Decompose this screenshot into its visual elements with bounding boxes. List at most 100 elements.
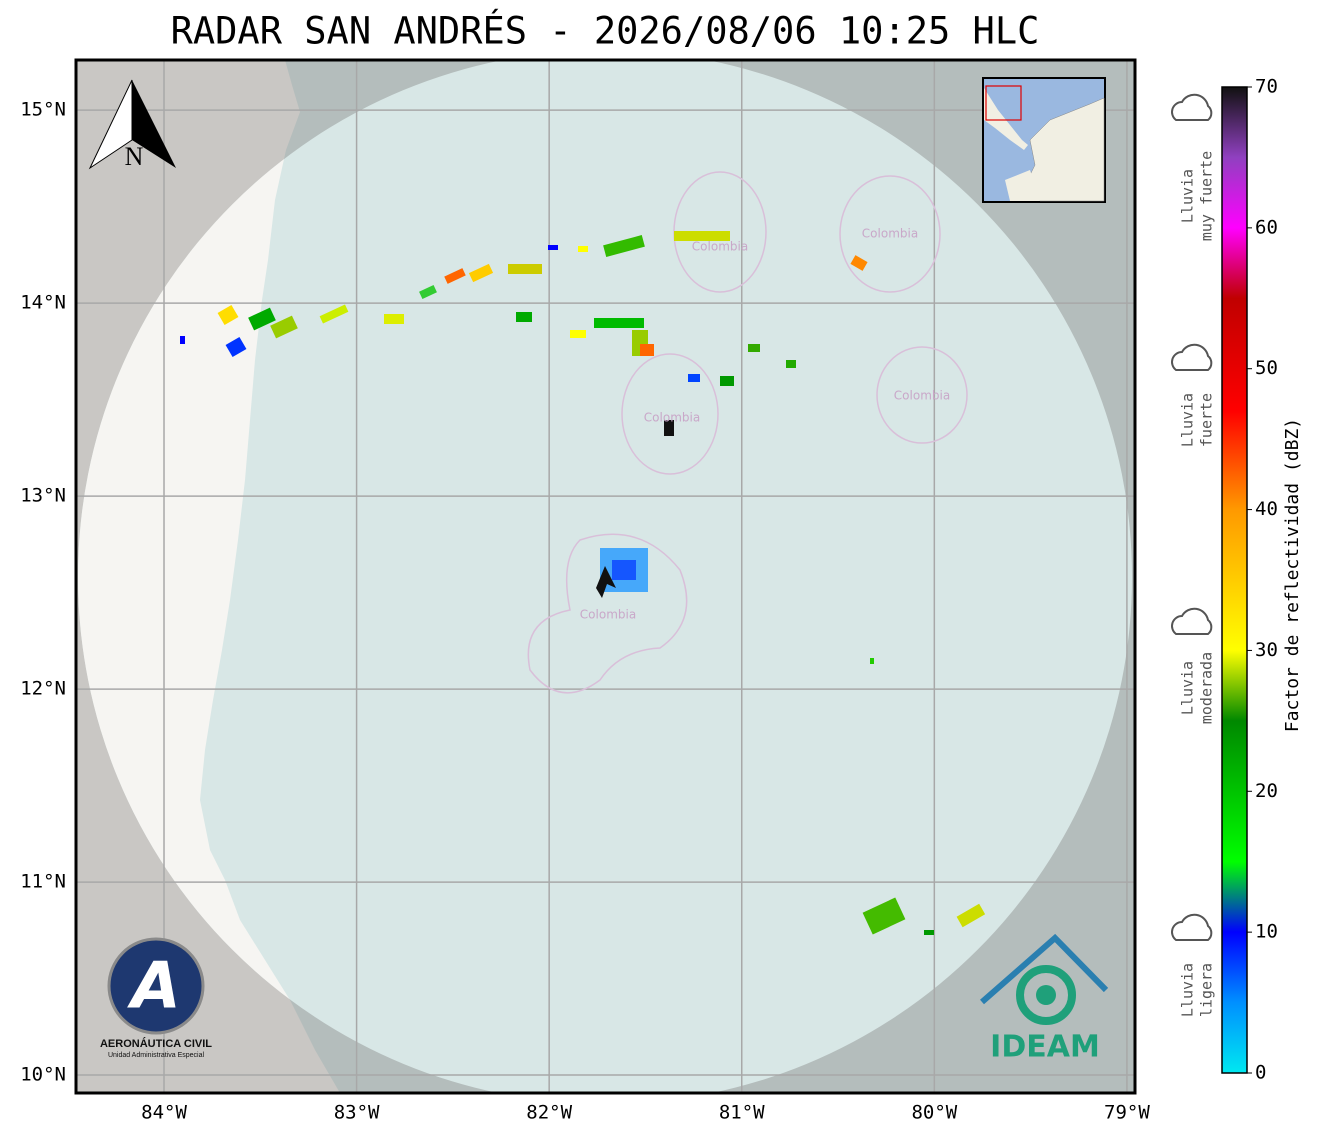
- radar-echo: [594, 318, 644, 328]
- rain-class: Lluvia ligera: [1171, 913, 1216, 1017]
- colorbar-tick-label: 10: [1255, 921, 1278, 943]
- radar-echo: [570, 330, 586, 338]
- radar-echo: [850, 255, 868, 271]
- radar-echo: [319, 304, 349, 324]
- radar-echo: [748, 344, 760, 352]
- colorbar-scale: [1221, 86, 1248, 1074]
- lon-tick-label: 80°W: [911, 1102, 957, 1124]
- boundary: [839, 175, 941, 293]
- logo-subtext: Unidad Administrativa Especial: [108, 1052, 205, 1059]
- inset-extent: [985, 85, 1022, 121]
- logo-letter: A: [126, 950, 181, 1024]
- radar-echo: [924, 930, 934, 935]
- logo-swirl: [1016, 965, 1076, 1025]
- rain-class: Lluvia fuerte: [1171, 343, 1216, 447]
- radar-echo: [516, 312, 532, 322]
- lat-tick-label: 14°N: [20, 292, 66, 314]
- lon-tick-label: 79°W: [1104, 1102, 1150, 1124]
- colorbar-tick-label: 50: [1255, 357, 1278, 379]
- north-label: N: [125, 142, 144, 171]
- rain-class: Lluvia muy fuerte: [1171, 93, 1216, 241]
- radar-echo: [468, 263, 494, 283]
- radar-echo: [217, 304, 239, 326]
- ideam-logo: IDEAM: [980, 933, 1109, 1065]
- radar-echo: [612, 560, 636, 580]
- rain-class-label: ligera: [1198, 963, 1216, 1017]
- rain-icon: [1171, 93, 1213, 121]
- lon-tick-label: 83°W: [334, 1102, 380, 1124]
- lat-tick-label: 12°N: [20, 678, 66, 700]
- lon-tick-label: 82°W: [526, 1102, 572, 1124]
- rain-class-label: Lluvia: [1179, 393, 1197, 447]
- region-label: Colombia: [644, 411, 700, 425]
- region-label: Colombia: [692, 240, 748, 254]
- colorbar-tick-label: 70: [1255, 76, 1278, 98]
- rain-class-label: fuerte: [1198, 393, 1216, 447]
- logo-eye: [1036, 985, 1056, 1005]
- radar-echo: [674, 231, 730, 241]
- radar-echo: [640, 344, 654, 356]
- lat-tick-label: 11°N: [20, 871, 66, 893]
- radar-echo: [664, 420, 674, 436]
- colorbar-tick-label: 60: [1255, 216, 1278, 238]
- rain-class-label: Lluvia: [1179, 169, 1197, 223]
- radar-echo: [225, 336, 247, 358]
- map: Colombia Colombia Colombia Colombia Colombia: [76, 60, 1135, 1093]
- region-label: Colombia: [862, 227, 918, 241]
- logo-text: IDEAM: [990, 1030, 1100, 1065]
- rain-icon: [1171, 913, 1213, 941]
- region-label: Colombia: [580, 608, 636, 622]
- radar-echo: [786, 360, 796, 368]
- radar-echo: [508, 264, 542, 274]
- logo-roof: [980, 933, 1109, 1005]
- region-labels: Colombia Colombia Colombia Colombia Colombia: [580, 227, 950, 622]
- north-arrow-right: [132, 80, 176, 168]
- radar-echo: [603, 235, 645, 257]
- plot-frame: [74, 58, 1137, 1095]
- radar-echo: [180, 336, 185, 344]
- radar-echo: [862, 897, 906, 935]
- aeronautica-logo: A AERONÁUTICA CIVIL Unidad Administrativ…: [100, 937, 212, 1059]
- inset-land: [984, 88, 1028, 150]
- radar-echo: [870, 658, 874, 664]
- radar-echo: [248, 307, 276, 331]
- lon-tick-label: 84°W: [141, 1102, 187, 1124]
- radar-echo: [688, 374, 700, 382]
- colorbar-tick-label: 40: [1255, 498, 1278, 520]
- boundary: [527, 533, 688, 694]
- lat-tick-label: 15°N: [20, 99, 66, 121]
- logo-circle: [107, 937, 205, 1035]
- colorbar-label: Factor de reflectividad (dBZ): [1282, 418, 1303, 732]
- radar-location: [596, 566, 616, 598]
- rain-class-label: Lluvia: [1179, 963, 1197, 1017]
- north-arrow: N: [88, 79, 176, 171]
- boundary: [876, 346, 968, 444]
- grid: [76, 60, 1135, 1093]
- rain-icon: [1171, 343, 1213, 371]
- colorbar-tick-label: 0: [1255, 1062, 1266, 1084]
- rain-icon: [1171, 607, 1213, 635]
- title: RADAR SAN ANDRÉS - 2026/08/06 10:25 HLC: [171, 9, 1040, 53]
- logo-text: AERONÁUTICA CIVIL: [100, 1037, 212, 1050]
- colorbar-tick-label: 30: [1255, 639, 1278, 661]
- boundary: [621, 353, 719, 475]
- radar-echo: [548, 245, 558, 250]
- inset-map: [982, 77, 1106, 203]
- radar-echo: [419, 284, 437, 300]
- radar-echo: [444, 268, 466, 284]
- radar-echo: [720, 376, 734, 386]
- region-label: Colombia: [894, 389, 950, 403]
- colorbar-tick-label: 20: [1255, 780, 1278, 802]
- lat-tick-label: 10°N: [20, 1064, 66, 1086]
- rain-class-label: muy fuerte: [1198, 151, 1216, 241]
- inset-land: [1005, 170, 1040, 201]
- radar-echo: [956, 903, 986, 928]
- radar-echo: [578, 246, 588, 252]
- rain-class-label: Lluvia: [1179, 661, 1197, 715]
- rain-class: Lluvia moderada: [1171, 607, 1216, 724]
- radar-echo: [384, 314, 404, 324]
- colorbar: 0 10 20 30 40 50 60 70 Factor de reflectividad (…: [1221, 76, 1303, 1084]
- lon-tick-label: 81°W: [719, 1102, 765, 1124]
